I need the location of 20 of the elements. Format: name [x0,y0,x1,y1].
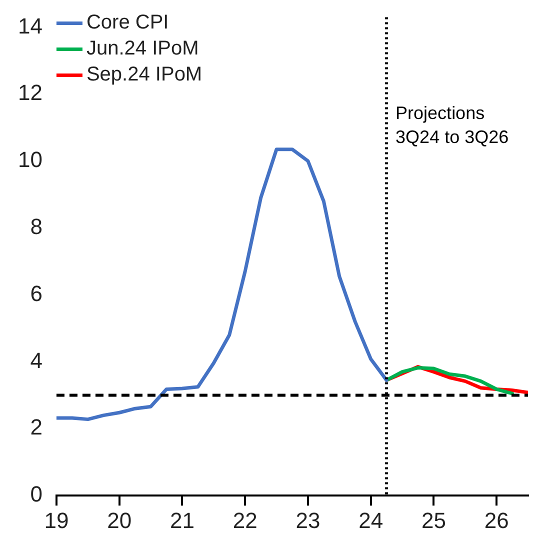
y-tick-label: 10 [18,147,42,172]
legend-label: Jun.24 IPoM [86,38,199,60]
x-tick-label: 23 [296,508,320,533]
y-tick-label: 12 [18,80,42,106]
y-tick-label: 0 [30,482,42,507]
x-tick-label: 24 [358,508,384,533]
x-tick-label: 21 [170,508,194,533]
x-tick-label: 22 [232,508,258,533]
annotation: Projections 3Q24 to 3Q26 [396,103,509,148]
x-tick-label: 19 [44,508,69,533]
legend-label: Core CPI [86,12,169,34]
x-tick-label: 20 [107,508,132,533]
x-tick-label: 26 [484,508,509,533]
y-tick-label: 2 [30,414,42,440]
x-tick-label: 25 [421,508,446,533]
y-tick-label: 6 [30,280,42,306]
y-tick-label: 8 [30,214,42,240]
legend-label: Sep.24 IPoM [86,64,202,86]
y-tick-label: 14 [18,13,42,38]
y-tick-label: 4 [30,348,42,373]
